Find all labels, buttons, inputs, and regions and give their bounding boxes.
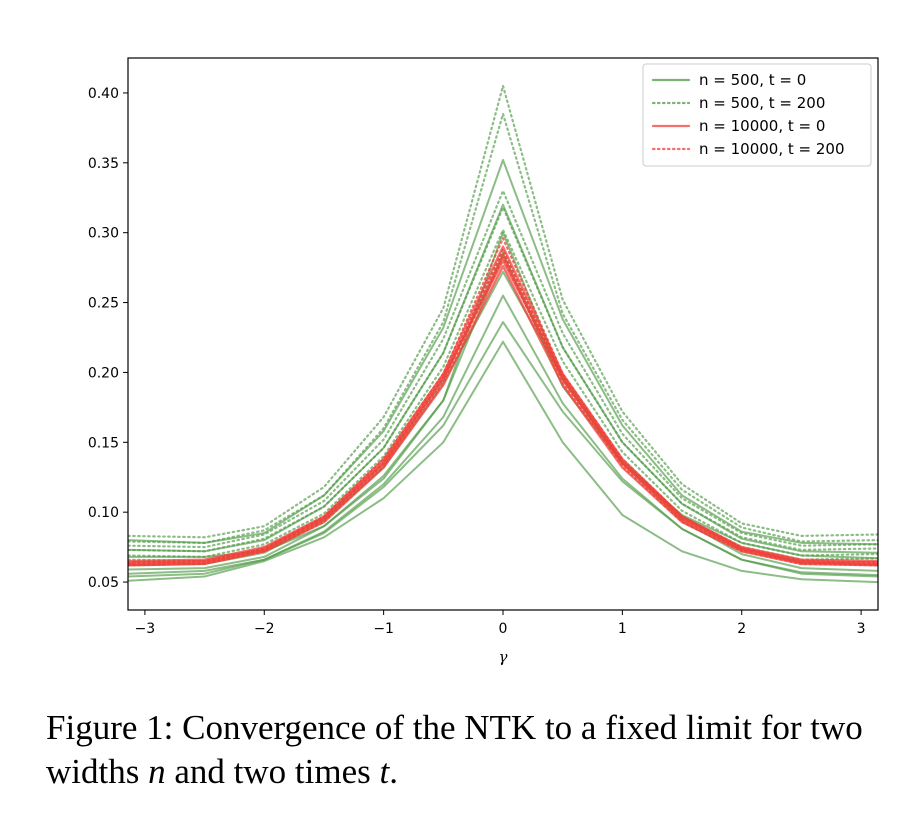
series-line-3 xyxy=(128,237,878,564)
series-line-8 xyxy=(128,321,878,578)
y-tick-label-1: 0.10 xyxy=(88,505,119,521)
series-line-2 xyxy=(128,253,878,566)
series-line-6 xyxy=(128,231,878,572)
series-layer xyxy=(128,84,878,584)
x-tick-label-4: 1 xyxy=(618,621,627,637)
legend-label-1: n = 500, t = 200 xyxy=(699,94,825,112)
y-tick-label-5: 0.30 xyxy=(88,226,119,242)
x-tick-label-1: −2 xyxy=(254,621,275,637)
series-line-13 xyxy=(128,206,878,553)
y-tick-label-6: 0.35 xyxy=(88,156,119,172)
legend: n = 500, t = 0 n = 500, t = 200 n = 10000,… xyxy=(642,63,872,167)
legend-box xyxy=(642,63,872,167)
ntk-convergence-chart: −3 −2 −1 0 1 2 3 0.05 0.10 0.15 0.20 0.25 0.30 0.35 0.… xyxy=(88,57,879,666)
series-line-0 xyxy=(128,252,878,560)
x-tick-label-0: −3 xyxy=(135,621,156,637)
y-tick-label-0: 0.05 xyxy=(88,575,119,591)
legend-label-3: n = 10000, t = 200 xyxy=(699,140,844,158)
series-line-5 xyxy=(128,203,878,554)
series-line-4 xyxy=(128,159,878,546)
caption-var-n: n xyxy=(148,752,166,791)
y-tick-label-7: 0.40 xyxy=(88,86,119,102)
x-tick-label-5: 2 xyxy=(737,621,746,637)
x-tick-label-3: 0 xyxy=(499,621,508,637)
x-axis-label: γ xyxy=(499,648,508,666)
legend-label-2: n = 10000, t = 0 xyxy=(699,117,825,135)
series-line-12 xyxy=(128,189,878,549)
y-tick-label-3: 0.20 xyxy=(88,365,119,381)
series-line-10 xyxy=(128,270,878,567)
series-line-18 xyxy=(128,259,878,564)
y-tick-label-4: 0.25 xyxy=(88,296,119,312)
series-line-9 xyxy=(128,340,878,584)
series-line-14 xyxy=(128,228,878,559)
caption-suffix: . xyxy=(389,752,398,791)
series-line-11 xyxy=(128,112,878,545)
x-tick-label-6: 3 xyxy=(857,621,866,637)
caption-prefix: Figure 1: Convergence of the NTK to a fi… xyxy=(46,708,863,791)
series-line-15 xyxy=(128,251,878,563)
x-tick-label-2: −1 xyxy=(373,621,394,637)
series-line-17 xyxy=(128,245,878,563)
series-line-20 xyxy=(128,256,878,567)
caption-var-t: t xyxy=(379,752,390,791)
y-tick-label-2: 0.15 xyxy=(88,435,119,451)
caption-middle: and two times xyxy=(165,752,380,791)
series-line-16 xyxy=(128,265,878,567)
series-line-1 xyxy=(128,84,878,539)
legend-label-0: n = 500, t = 0 xyxy=(699,71,806,89)
figure-caption: Figure 1: Convergence of the NTK to a fi… xyxy=(46,706,906,794)
ticks-layer: −3 −2 −1 0 1 2 3 0.05 0.10 0.15 0.20 0.25 0.30 0.35 0.… xyxy=(88,86,866,637)
